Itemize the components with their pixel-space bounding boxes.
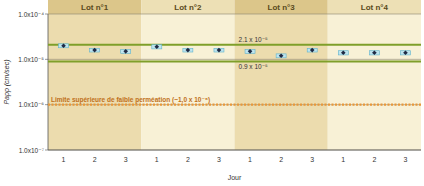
group-label: Lot n°3: [268, 3, 296, 12]
point: [341, 50, 346, 55]
category-label: 3: [124, 156, 128, 163]
grid-line: [48, 150, 421, 151]
point: [154, 44, 159, 49]
error-box: [59, 44, 69, 48]
group-band: [48, 14, 141, 150]
category-label: 1: [155, 156, 159, 163]
error-bar: [59, 44, 69, 48]
group-label: Lot n°1: [81, 3, 109, 12]
error-bar: [307, 48, 317, 52]
category-label: 3: [404, 156, 408, 163]
tick-mark: [45, 14, 48, 15]
grid-line: [48, 14, 421, 15]
point: [372, 50, 377, 55]
group-header: [235, 0, 328, 14]
error-bar: [276, 54, 286, 58]
error-box: [338, 51, 348, 55]
reference-label: 2.1 x 10⁻⁵: [239, 36, 269, 43]
category-label: 2: [93, 156, 97, 163]
error-box: [245, 49, 255, 53]
category-label: 3: [217, 156, 221, 163]
tick-mark: [45, 59, 48, 60]
reference-line: [48, 44, 421, 46]
y-axis: [48, 14, 49, 150]
tick-mark: [45, 150, 48, 151]
error-bar: [183, 48, 193, 52]
error-box: [152, 45, 162, 49]
tick-label: 1.0x10⁻⁴: [18, 11, 44, 18]
tick-label: 1.0x10⁻⁵: [18, 56, 44, 63]
tick-mark: [45, 104, 48, 105]
group-label: Lot n°2: [174, 3, 202, 12]
point: [403, 50, 408, 55]
reference-line: [48, 60, 421, 62]
error-bar: [90, 48, 100, 52]
x-axis: [48, 150, 421, 151]
point: [217, 48, 222, 53]
point: [92, 48, 97, 53]
group-band: [235, 14, 328, 150]
error-box: [307, 48, 317, 52]
error-box: [276, 54, 286, 58]
tick-label: 1.0x10⁻⁶: [18, 101, 44, 108]
reference-label: Limite supérieure de faible perméation (…: [51, 96, 210, 104]
category-label: 1: [341, 156, 345, 163]
marks: [48, 43, 421, 104]
reference-line: [48, 104, 421, 106]
error-bar: [152, 45, 162, 49]
group-band: [141, 14, 234, 150]
error-box: [90, 48, 100, 52]
group-band: [328, 14, 421, 150]
point: [186, 48, 191, 53]
error-box: [214, 48, 224, 52]
chart: Lot n°1 Lot n°2 Lot n°3 Lot n°4 1.0x10⁻⁷ 1.0x…: [0, 0, 424, 186]
category-label: 1: [248, 156, 252, 163]
error-box: [369, 51, 379, 55]
group-header: [141, 0, 234, 14]
error-bar: [121, 49, 131, 53]
group-label: Lot n°4: [361, 3, 389, 12]
point: [61, 43, 66, 48]
x-axis-label: Jour: [228, 174, 242, 181]
point: [123, 49, 128, 54]
tick-label: 1.0x10⁻⁷: [19, 147, 45, 154]
category-label: 2: [279, 156, 283, 163]
error-bar: [338, 51, 348, 55]
error-bar: [214, 48, 224, 52]
error-bar: [245, 49, 255, 53]
category-label: 2: [186, 156, 190, 163]
error-bar: [400, 51, 410, 55]
category-label: 1: [62, 156, 66, 163]
grid-line: [48, 59, 421, 60]
category-label: 3: [310, 156, 314, 163]
point: [279, 53, 284, 58]
group-header: [48, 0, 141, 14]
reference-label: 0.9 x 10⁻⁵: [239, 63, 269, 70]
y-axis-label: Papp (cm/sec): [3, 59, 11, 104]
error-box: [183, 48, 193, 52]
error-box: [121, 49, 131, 53]
point: [248, 49, 253, 54]
point: [310, 48, 315, 53]
grid-line: [48, 104, 421, 105]
error-box: [400, 51, 410, 55]
category-label: 2: [372, 156, 376, 163]
group-header: [328, 0, 421, 14]
error-bar: [369, 51, 379, 55]
